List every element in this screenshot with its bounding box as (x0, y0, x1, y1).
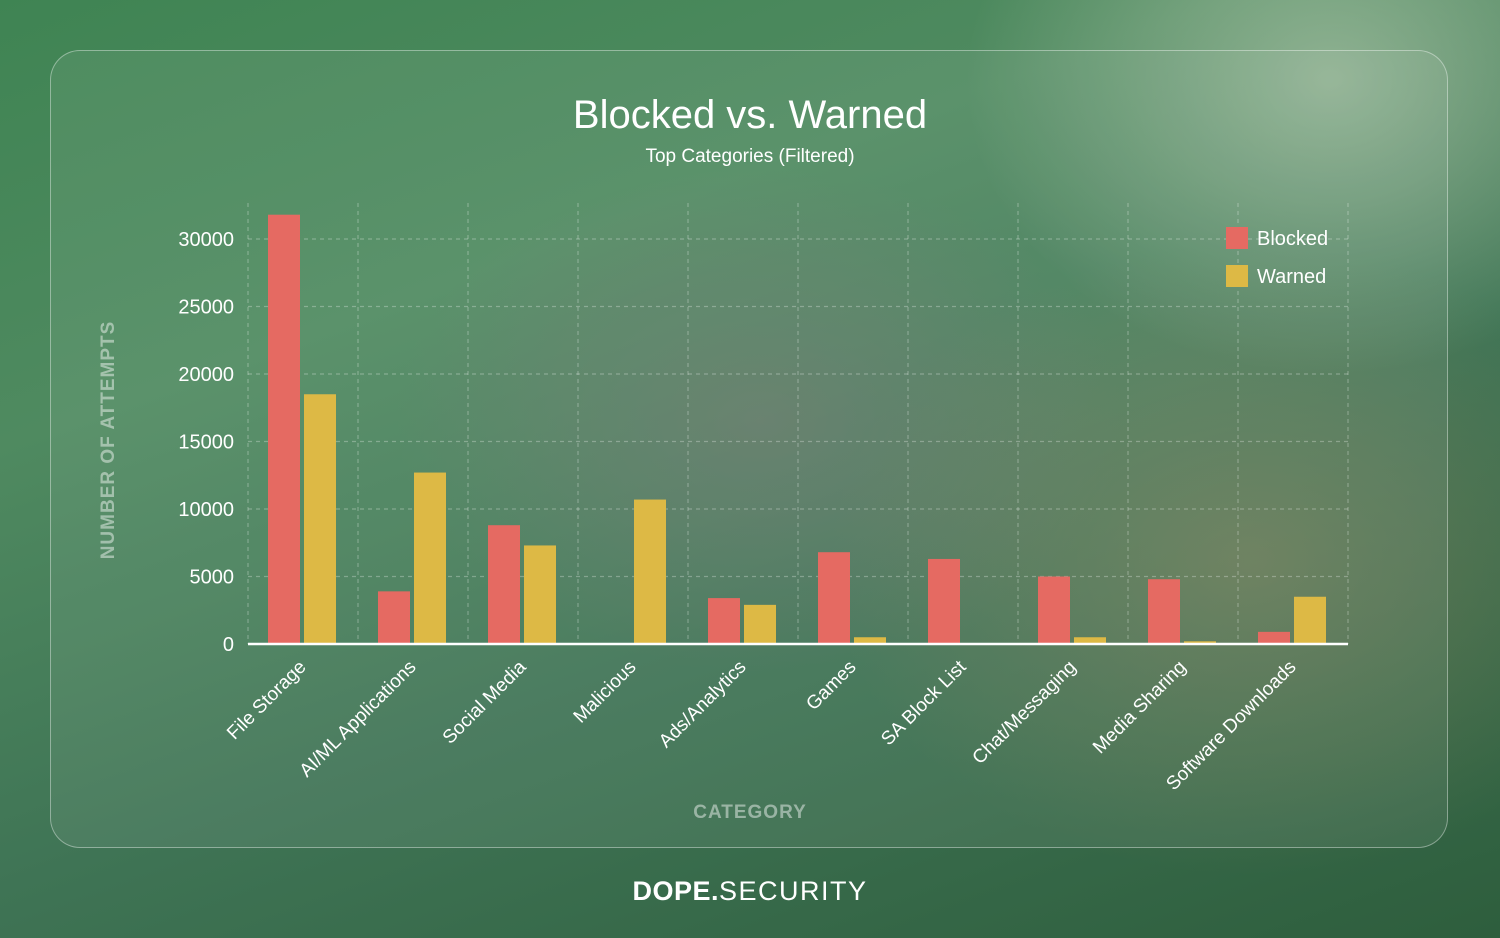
brand-logo-bold: DOPE. (632, 876, 719, 906)
bar-blocked (818, 552, 850, 644)
legend-label-warned: Warned (1257, 266, 1326, 288)
grid-lines (247, 203, 1349, 644)
y-axis-ticks: 0 5000 10000 15000 20000 25000 30000 (178, 229, 234, 656)
bar-warned (524, 545, 556, 644)
x-tick-label: Games (802, 657, 860, 715)
bar-warned (1294, 596, 1326, 644)
x-tick-label: File Storage (223, 657, 310, 744)
bar-blocked (1038, 576, 1070, 644)
y-tick-label: 0 (223, 634, 234, 656)
chart-title: Blocked vs. Warned (573, 93, 927, 137)
x-tick-label: Malicious (570, 657, 641, 728)
legend: Blocked Warned (1226, 227, 1328, 288)
brand-logo-light: SECURITY (719, 876, 868, 906)
x-tick-label: Ads/Analytics (655, 657, 750, 752)
x-axis-label: CATEGORY (693, 802, 807, 823)
bar-warned (414, 472, 446, 644)
bar-blocked (488, 525, 520, 644)
bar-warned (1184, 641, 1216, 644)
bar-warned (744, 604, 776, 644)
bar-warned (634, 499, 666, 644)
legend-swatch-blocked (1226, 227, 1248, 249)
x-tick-label: SA Block List (877, 656, 971, 750)
legend-label-blocked: Blocked (1257, 228, 1328, 250)
bar-warned (854, 637, 886, 644)
bar-blocked (378, 591, 410, 644)
legend-swatch-warned (1226, 265, 1248, 287)
y-tick-label: 15000 (178, 432, 234, 454)
x-tick-label: Media Sharing (1089, 657, 1190, 758)
x-tick-label: Chat/Messaging (969, 657, 1081, 769)
bar-blocked (1148, 579, 1180, 644)
y-tick-label: 5000 (190, 567, 235, 589)
y-tick-label: 20000 (178, 364, 234, 386)
x-tick-label: AI/ML Applications (296, 657, 421, 782)
bar-warned (1074, 637, 1106, 644)
x-tick-label: Social Media (439, 656, 531, 748)
brand-logo: DOPE.SECURITY (0, 876, 1500, 907)
bar-blocked (268, 214, 300, 644)
bar-warned (304, 394, 336, 644)
y-axis-label: NUMBER OF ATTEMPTS (98, 321, 119, 560)
y-tick-label: 10000 (178, 499, 234, 521)
y-tick-label: 30000 (178, 229, 234, 251)
bar-blocked (928, 558, 960, 644)
bar-blocked (708, 598, 740, 644)
bar-blocked (1258, 631, 1290, 644)
bars (268, 214, 1326, 644)
chart-subtitle: Top Categories (Filtered) (645, 146, 854, 167)
y-tick-label: 25000 (178, 297, 234, 319)
